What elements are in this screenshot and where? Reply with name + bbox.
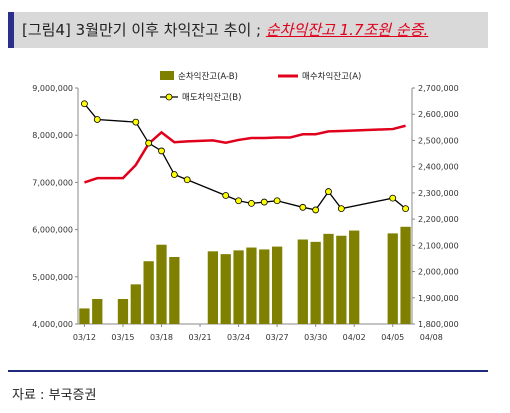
point-sell-arbitrage xyxy=(312,206,320,214)
point-sell-arbitrage xyxy=(248,199,255,207)
point-sell-arbitrage xyxy=(402,205,409,213)
x-tick-label: 03/18 xyxy=(150,333,173,342)
y-left-tick-label: 7,000,000 xyxy=(32,178,73,187)
source-note: 자료 : 부국증권 xyxy=(12,388,97,403)
y-right-tick-label: 2,300,000 xyxy=(418,189,459,198)
bar-net-arbitrage xyxy=(169,256,180,324)
x-tick-label: 04/05 xyxy=(381,333,404,342)
point-sell-arbitrage xyxy=(235,197,242,205)
bar-net-arbitrage xyxy=(130,284,141,324)
x-tick-label: 03/27 xyxy=(266,333,289,342)
point-sell-arbitrage xyxy=(337,205,345,213)
point-sell-arbitrage xyxy=(158,147,165,155)
x-tick-label: 03/15 xyxy=(111,333,134,342)
line-sell-arbitrage xyxy=(83,103,406,211)
bar-net-arbitrage xyxy=(92,298,103,324)
point-sell-arbitrage xyxy=(132,118,140,126)
bar-net-arbitrage xyxy=(400,226,411,324)
y-right-tick-label: 1,900,000 xyxy=(418,294,459,303)
bar-net-arbitrage xyxy=(336,235,347,324)
y-left-tick-label: 5,000,000 xyxy=(32,273,73,282)
y-right-tick-label: 2,100,000 xyxy=(418,241,459,250)
y-right-tick-label: 2,400,000 xyxy=(418,163,459,172)
legend-label-sell: 매도차익잔고(B) xyxy=(182,92,241,103)
chart-svg: 4,000,000 5,000,000 6,000,000 7,000,000 8,00… xyxy=(32,71,459,342)
point-sell-arbitrage xyxy=(325,188,332,195)
x-tick-label: 03/30 xyxy=(304,333,327,342)
x-tick-label: 03/12 xyxy=(73,333,96,342)
y-right-tick-label: 2,500,000 xyxy=(418,136,459,145)
bar-net-arbitrage xyxy=(271,246,283,324)
chart-area: 4,000,000 5,000,000 6,000,000 7,000,000 8,00… xyxy=(0,48,510,348)
y-right-tick-label: 2,600,000 xyxy=(418,110,459,119)
x-tick-label: 04/02 xyxy=(343,333,366,342)
x-tick-label: 03/21 xyxy=(189,333,212,342)
chart-title: [그림4] 3월만기 이후 차익잔고 추이 xyxy=(22,21,252,39)
point-sell-arbitrage xyxy=(170,171,178,178)
y-right-tick-label: 1,800,000 xyxy=(418,320,459,329)
bar-net-arbitrage xyxy=(143,261,154,324)
point-sell-arbitrage xyxy=(273,197,281,205)
legend-marker-sell xyxy=(165,93,173,101)
y-left-tick-label: 8,000,000 xyxy=(32,131,73,140)
bottom-divider xyxy=(8,370,488,372)
x-tick-label: 04/08 xyxy=(420,333,443,342)
bar-net-arbitrage xyxy=(117,298,129,324)
point-sell-arbitrage xyxy=(93,116,101,123)
line-buy-arbitrage xyxy=(84,124,406,184)
bar-net-arbitrage xyxy=(323,233,334,324)
point-sell-arbitrage xyxy=(145,139,153,147)
bar-net-arbitrage xyxy=(233,250,244,324)
chart-title-highlight: 순차익잔고 1.7조원 순증. xyxy=(265,21,429,39)
legend-swatch-net xyxy=(160,71,174,80)
bar-net-arbitrage xyxy=(220,254,231,324)
bar-net-arbitrage xyxy=(259,249,270,324)
y-left-tick-label: 4,000,000 xyxy=(32,320,73,329)
chart-title-bar: [그림4] 3월만기 이후 차익잔고 추이 ; 순차익잔고 1.7조원 순증. xyxy=(8,12,488,48)
point-sell-arbitrage xyxy=(260,198,268,206)
point-sell-arbitrage xyxy=(389,194,397,202)
y-right-tick-label: 2,200,000 xyxy=(418,215,459,224)
y-left-tick-label: 6,000,000 xyxy=(32,226,73,235)
y-left-tick-label: 9,000,000 xyxy=(32,84,73,93)
point-sell-arbitrage xyxy=(299,203,307,211)
legend-label-net: 순차익잔고(A-B) xyxy=(178,71,238,82)
legend-label-buy: 매수차익잔고(A) xyxy=(302,71,361,82)
x-tick-label: 03/24 xyxy=(227,333,250,342)
bar-net-arbitrage xyxy=(246,247,257,324)
y-right-tick-label: 2,700,000 xyxy=(418,84,459,93)
bar-net-arbitrage xyxy=(310,241,321,324)
y-right-tick-label: 2,000,000 xyxy=(418,268,459,277)
bar-net-arbitrage xyxy=(207,251,219,324)
point-sell-arbitrage xyxy=(183,176,191,184)
bar-net-arbitrage xyxy=(156,244,167,324)
chart-title-separator: ; xyxy=(251,21,266,39)
point-sell-arbitrage xyxy=(222,192,230,199)
bar-net-arbitrage xyxy=(387,233,398,324)
bar-net-arbitrage xyxy=(79,308,90,324)
bar-net-arbitrage xyxy=(349,230,360,324)
point-sell-arbitrage xyxy=(81,100,88,108)
bar-net-arbitrage xyxy=(297,239,308,324)
